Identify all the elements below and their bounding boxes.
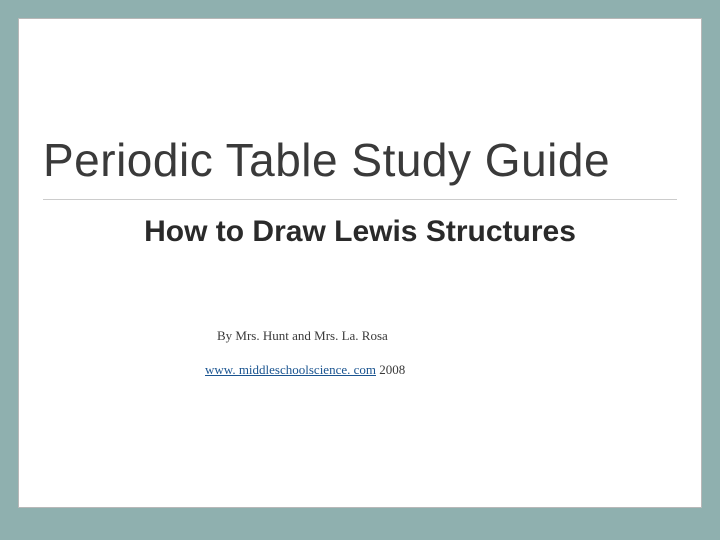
authors-text: By Mrs. Hunt and Mrs. La. Rosa (19, 328, 701, 344)
subtitle: How to Draw Lewis Structures (19, 214, 701, 250)
website-link[interactable]: www. middleschoolscience. com (205, 362, 376, 377)
main-title: Periodic Table Study Guide (19, 19, 701, 195)
year-text: 2008 (376, 362, 405, 377)
title-divider (43, 199, 677, 200)
link-line: www. middleschoolscience. com 2008 (19, 362, 701, 378)
slide-container: Periodic Table Study Guide How to Draw L… (18, 18, 702, 508)
